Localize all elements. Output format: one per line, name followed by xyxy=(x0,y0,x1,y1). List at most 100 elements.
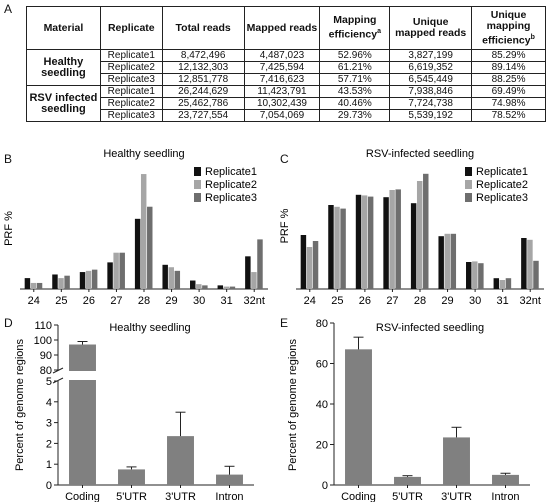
axis-break-mark xyxy=(52,367,64,374)
bar-replicate2-29 xyxy=(168,267,174,289)
bar-replicate2-28 xyxy=(416,181,423,289)
table-cell: 5,539,192 xyxy=(389,109,473,122)
panel-label-d: D xyxy=(4,316,13,330)
axis-break-gap xyxy=(52,371,100,380)
bar-replicate3-25 xyxy=(64,275,70,289)
x-tick-label: 5'UTR xyxy=(116,491,147,502)
y-tick-label: 4 xyxy=(46,397,52,409)
header-mapping-efficiency: Mapping efficiencya xyxy=(319,6,391,50)
bar-replicate2-25 xyxy=(334,206,340,289)
legend-swatch xyxy=(465,167,472,176)
bar-3utr xyxy=(443,437,470,485)
table-cell: 23,727,554 xyxy=(161,109,245,122)
legend-label: Replicate1 xyxy=(476,166,528,178)
x-tick-label: 30 xyxy=(469,295,481,307)
bar-replicate1-32nt xyxy=(245,256,251,289)
y-tick-label: 80 xyxy=(40,365,52,377)
y-tick-label: 5 xyxy=(46,376,52,388)
y-tick-label: 3 xyxy=(46,418,52,430)
bar-replicate2-31 xyxy=(223,286,230,289)
x-tick-label: 32nt xyxy=(520,295,541,307)
y-axis-label: PRF % xyxy=(279,208,291,243)
legend-swatch xyxy=(194,180,201,189)
bar-replicate1-29 xyxy=(162,264,168,289)
table-cell: 7,054,069 xyxy=(243,109,321,122)
x-tick-label: 29 xyxy=(441,295,453,307)
y-tick-label: 90 xyxy=(40,350,52,362)
table-cell: 78.52% xyxy=(471,109,546,122)
bar-replicate1-26 xyxy=(355,194,362,289)
table-row: Replicate3 12,851,778 7,416,623 57.71% 6,545… xyxy=(27,73,546,86)
bar-replicate1-27 xyxy=(107,262,113,289)
y-tick-label: 40 xyxy=(316,399,328,411)
bar-replicate3-31 xyxy=(505,278,512,289)
legend-swatch xyxy=(194,193,201,202)
bar-replicate2-32nt xyxy=(251,272,257,289)
bar-replicate2-31 xyxy=(499,280,506,289)
bar-replicate3-30 xyxy=(478,263,484,289)
bar-intron xyxy=(492,474,519,485)
bar-replicate1-25 xyxy=(328,205,334,289)
x-tick-label: 29 xyxy=(165,295,177,307)
group-name-line1: Healthy xyxy=(43,55,84,68)
bar-replicate1-24 xyxy=(24,278,31,289)
y-tick-label: 0 xyxy=(46,480,52,492)
table-cell: Replicate3 xyxy=(99,109,163,122)
panel-label-b: B xyxy=(4,152,13,166)
bar-replicate3-31 xyxy=(229,286,236,289)
bar-replicate1-30 xyxy=(190,280,196,289)
x-tick-label: 27 xyxy=(386,295,398,307)
y-axis-label: PRF % xyxy=(3,211,15,246)
bar-replicate1-28 xyxy=(410,203,417,289)
chart-title: RSV-infected seedling xyxy=(376,322,484,334)
x-tick-label: 3'UTR xyxy=(165,491,196,502)
chart-title: RSV-infected seedling xyxy=(366,148,474,160)
x-tick-label: 25 xyxy=(331,295,343,307)
legend-label: Replicate3 xyxy=(476,192,528,204)
bar-replicate1-27 xyxy=(383,197,389,289)
bar-replicate2-27 xyxy=(389,190,395,289)
table-row: Healthy seedling Replicate1 8,472,496 4,487,… xyxy=(26,49,546,86)
legend-label: Replicate3 xyxy=(205,192,257,204)
chart-title: Healthy seedling xyxy=(103,148,184,160)
table-row: Replicate3 23,727,554 7,054,069 29.73% 5,539… xyxy=(27,109,546,122)
header-unique-mapping-efficiency-text: Unique mapping efficiency xyxy=(482,8,531,47)
y-tick-label: 2 xyxy=(46,438,52,450)
bar-replicate1-30 xyxy=(466,262,472,289)
panel-label-a: A xyxy=(4,2,13,16)
legend-swatch xyxy=(194,167,201,176)
group-name-cell: RSV infected seedling xyxy=(26,85,101,122)
x-tick-label: 31 xyxy=(497,295,509,307)
bar-replicate1-32nt xyxy=(521,238,527,289)
header-replicate: Replicate xyxy=(99,6,163,50)
bar-replicate1-31 xyxy=(217,285,224,289)
bar-replicate3-24 xyxy=(312,241,319,289)
y-axis-label: Percent of genome regions xyxy=(14,338,26,471)
bar-replicate2-30 xyxy=(196,284,202,289)
bar-replicate3-24 xyxy=(36,282,43,289)
header-unique-mapping-efficiency: Unique mapping efficiencyb xyxy=(471,6,546,50)
table-cell: 29.73% xyxy=(319,109,391,122)
chart-title: Healthy seedling xyxy=(109,322,190,334)
bar-replicate1-28 xyxy=(134,218,141,289)
group-name-line2: seedling xyxy=(41,66,86,79)
bar-replicate2-24 xyxy=(30,282,37,289)
bar-5utr xyxy=(394,476,421,485)
bar-replicate2-28 xyxy=(140,174,147,289)
bar-3utr xyxy=(167,436,194,485)
legend-label: Replicate2 xyxy=(476,179,528,191)
header-mapping-efficiency-text: Mapping efficiency xyxy=(328,14,378,41)
table-header-row: Material Replicate Total reads Mapped re… xyxy=(26,6,546,50)
bar-replicate2-32nt xyxy=(527,239,533,289)
x-tick-label: 28 xyxy=(138,295,150,307)
bar-replicate1-29 xyxy=(438,236,444,289)
y-axis-label: Percent of genome regions xyxy=(287,338,299,471)
x-tick-label: 24 xyxy=(304,295,316,307)
bar-replicate1-26 xyxy=(79,272,86,289)
x-tick-label: 25 xyxy=(55,295,67,307)
x-tick-label: 26 xyxy=(359,295,371,307)
x-tick-label: 24 xyxy=(28,295,40,307)
bar-replicate3-28 xyxy=(147,206,153,289)
table-row: RSV infected seedling Replicate1 26,244,629… xyxy=(26,85,546,122)
bar-replicate3-26 xyxy=(91,269,98,289)
